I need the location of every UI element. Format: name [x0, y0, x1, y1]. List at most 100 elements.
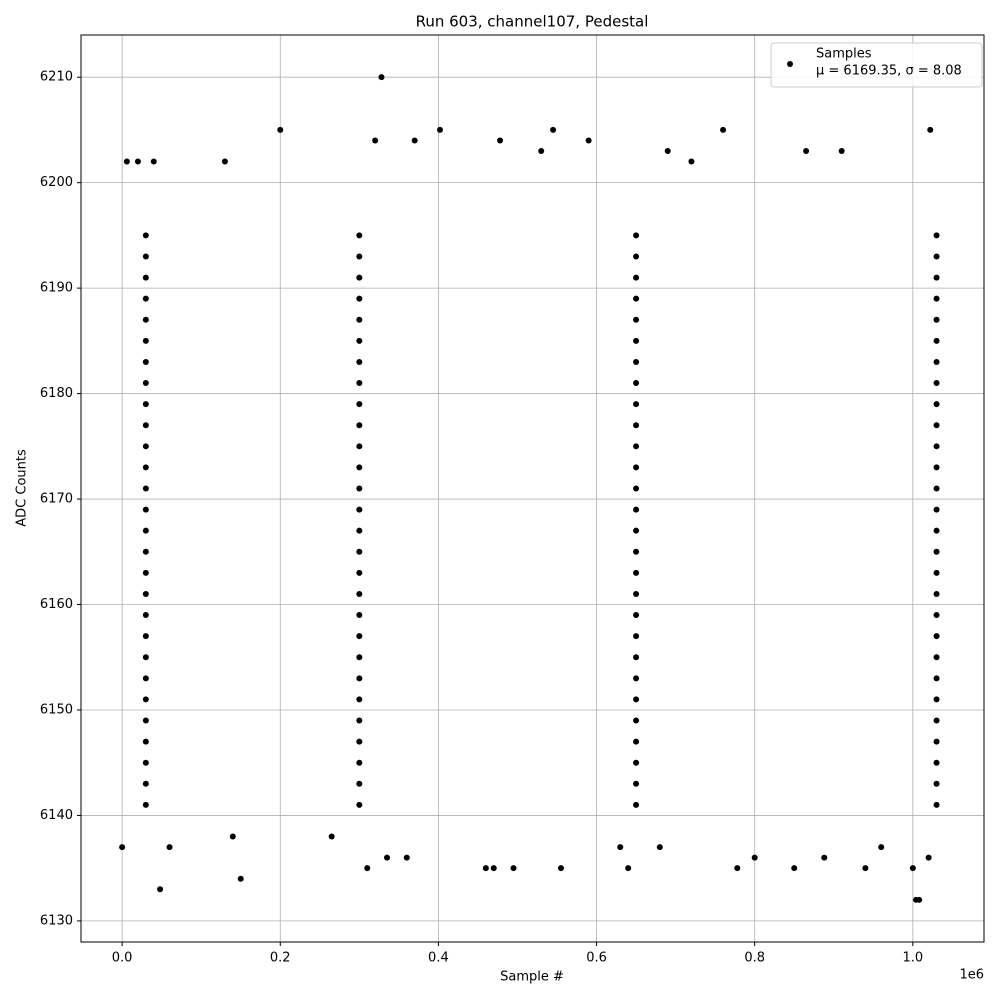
point [142, 295, 149, 302]
point [933, 569, 940, 576]
point [356, 654, 363, 661]
point [633, 675, 640, 682]
point [142, 358, 149, 365]
point [356, 738, 363, 745]
point [933, 232, 940, 239]
point [933, 759, 940, 766]
point [933, 316, 940, 323]
point [633, 422, 640, 429]
point [585, 137, 592, 144]
point [633, 380, 640, 387]
point [933, 443, 940, 450]
point [933, 633, 940, 640]
point [142, 675, 149, 682]
point [142, 485, 149, 492]
point [356, 717, 363, 724]
points [119, 74, 940, 903]
point [633, 612, 640, 619]
point [384, 854, 391, 861]
point [356, 590, 363, 597]
x-tick-label: 0.6 [586, 951, 607, 966]
point [633, 548, 640, 555]
point [142, 527, 149, 534]
y-tick-label: 6140 [40, 808, 73, 823]
point [933, 506, 940, 513]
point [356, 675, 363, 682]
point [356, 485, 363, 492]
point [356, 380, 363, 387]
point [933, 548, 940, 555]
point [550, 126, 557, 133]
point [933, 274, 940, 281]
x-offset-label: 1e6 [959, 968, 984, 983]
point [933, 590, 940, 597]
point [497, 137, 504, 144]
point [142, 401, 149, 408]
point [142, 612, 149, 619]
point [142, 780, 149, 787]
point [633, 801, 640, 808]
point [633, 590, 640, 597]
point [633, 633, 640, 640]
point [791, 865, 798, 872]
point [119, 844, 126, 851]
legend-note: μ = 6169.35, σ = 8.08 [816, 64, 962, 79]
y-tick-label: 6200 [40, 175, 73, 190]
point [356, 569, 363, 576]
x-tick-label: 0.8 [744, 951, 765, 966]
point [557, 865, 564, 872]
point [838, 148, 845, 155]
point [356, 612, 363, 619]
x-axis-label: Sample # [500, 970, 564, 985]
point [633, 759, 640, 766]
point [150, 158, 157, 165]
point [803, 148, 810, 155]
point [633, 569, 640, 576]
point [356, 295, 363, 302]
point [123, 158, 130, 165]
y-tick-label: 6150 [40, 702, 73, 717]
legend: Samples μ = 6169.35, σ = 8.08 [770, 42, 983, 88]
point [356, 633, 363, 640]
point [734, 865, 741, 872]
y-tick-label: 6160 [40, 597, 73, 612]
point [356, 358, 363, 365]
point [356, 232, 363, 239]
point [166, 844, 173, 851]
point [933, 401, 940, 408]
point [633, 464, 640, 471]
point [356, 506, 363, 513]
point [378, 74, 385, 81]
point [510, 865, 517, 872]
point [356, 464, 363, 471]
legend-label: Samples [816, 47, 872, 62]
point [633, 253, 640, 260]
point [490, 865, 497, 872]
point [633, 717, 640, 724]
point [356, 422, 363, 429]
point [625, 865, 632, 872]
point [538, 148, 545, 155]
point [142, 696, 149, 703]
point [633, 485, 640, 492]
point [633, 358, 640, 365]
point [656, 844, 663, 851]
point [933, 295, 940, 302]
point [617, 844, 624, 851]
point [134, 158, 141, 165]
point [482, 865, 489, 872]
point [688, 158, 695, 165]
chart-title: Run 603, channel107, Pedestal [416, 13, 649, 31]
point [356, 337, 363, 344]
point [142, 717, 149, 724]
point [633, 506, 640, 513]
point [933, 380, 940, 387]
point [221, 158, 228, 165]
point [411, 137, 418, 144]
x-tick-label: 0.4 [428, 951, 449, 966]
point [356, 759, 363, 766]
point [633, 232, 640, 239]
point [664, 148, 671, 155]
